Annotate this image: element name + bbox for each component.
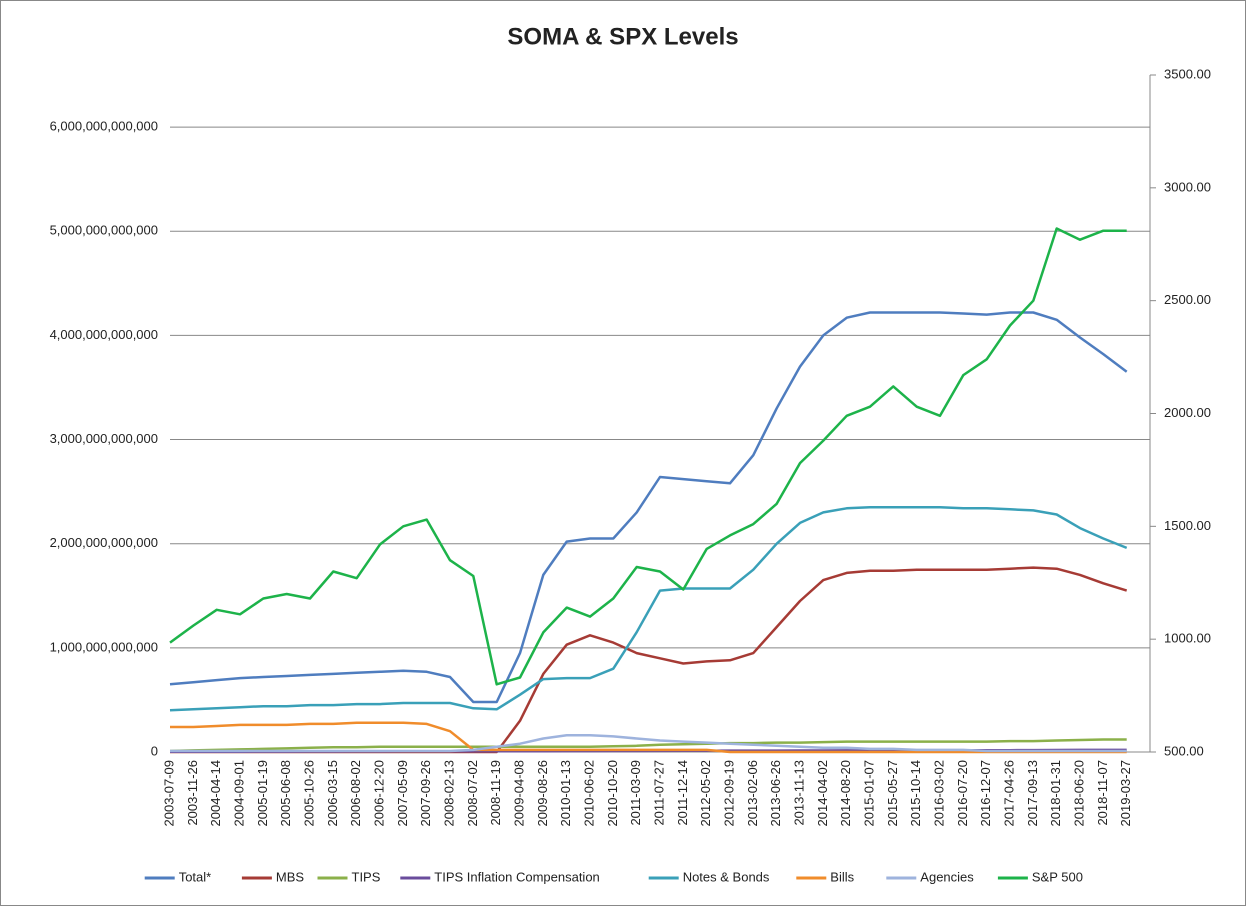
x-tick-label: 2017-09-13 — [1025, 760, 1040, 827]
x-tick-label: 2018-01-31 — [1048, 760, 1063, 827]
x-tick-label: 2011-07-27 — [651, 760, 666, 826]
y-tick-label: 6,000,000,000,000 — [50, 119, 158, 134]
series-line — [169, 227, 1127, 686]
x-tick-label: 2007-09-26 — [418, 760, 433, 827]
legend-label: Agencies — [920, 869, 974, 884]
x-tick-label: 2019-03-27 — [1118, 760, 1133, 827]
y-tick-label: 5,000,000,000,000 — [50, 223, 158, 238]
x-tick-label: 2017-04-26 — [1001, 760, 1016, 827]
x-tick-label: 2013-06-26 — [768, 760, 783, 827]
y2-tick-label: 2000.00 — [1164, 405, 1211, 420]
series-line — [169, 738, 1127, 753]
legend-label: Bills — [830, 869, 854, 884]
x-tick-label: 2006-03-15 — [325, 760, 340, 827]
series-line — [170, 734, 1127, 753]
x-tick-label: 2008-11-19 — [488, 760, 503, 826]
y-tick-label: 4,000,000,000,000 — [50, 327, 158, 342]
x-tick-label: 2007-05-09 — [395, 760, 410, 827]
x-tick-label: 2006-12-20 — [371, 760, 386, 827]
x-tick-label: 2015-10-14 — [908, 760, 923, 827]
y2-tick-label: 1500.00 — [1164, 518, 1211, 533]
x-tick-label: 2012-05-02 — [698, 760, 713, 827]
x-tick-label: 2004-09-01 — [231, 760, 246, 827]
x-tick-label: 2011-12-14 — [675, 760, 690, 826]
chart-title: SOMA & SPX Levels — [507, 23, 738, 50]
x-tick-label: 2016-07-20 — [955, 760, 970, 827]
x-tick-label: 2003-07-09 — [161, 760, 176, 827]
x-tick-label: 2005-06-08 — [278, 760, 293, 827]
x-tick-label: 2008-02-13 — [441, 760, 456, 827]
x-tick-label: 2014-08-20 — [838, 760, 853, 827]
x-tick-label: 2009-04-08 — [511, 760, 526, 827]
x-tick-label: 2010-10-20 — [605, 760, 620, 827]
x-tick-label: 2018-11-07 — [1095, 760, 1110, 826]
legend-label: Total* — [179, 869, 212, 884]
legend-label: TIPS — [352, 869, 381, 884]
x-tick-label: 2005-10-26 — [301, 760, 316, 827]
legend-label: MBS — [276, 869, 305, 884]
legend-label: S&P 500 — [1032, 869, 1083, 884]
x-tick-label: 2005-01-19 — [255, 760, 270, 827]
series-line — [170, 721, 1127, 754]
x-tick-label: 2016-12-07 — [978, 760, 993, 827]
x-tick-label: 2009-08-26 — [535, 760, 550, 827]
x-tick-label: 2008-07-02 — [465, 760, 480, 827]
y-tick-label: 2,000,000,000,000 — [50, 535, 158, 550]
x-tick-label: 2015-01-07 — [861, 760, 876, 827]
x-tick-label: 2004-04-14 — [208, 760, 223, 827]
x-tick-label: 2014-04-02 — [815, 760, 830, 827]
legend-label: TIPS Inflation Compensation — [434, 869, 599, 884]
x-tick-label: 2012-09-19 — [721, 760, 736, 827]
y-tick-label: 3,000,000,000,000 — [50, 431, 158, 446]
x-tick-label: 2003-11-26 — [185, 760, 200, 826]
x-tick-label: 2013-02-06 — [745, 760, 760, 827]
x-tick-label: 2016-03-02 — [931, 760, 946, 827]
series-line — [169, 311, 1128, 704]
x-tick-label: 2013-11-13 — [791, 760, 806, 826]
series-line — [169, 505, 1128, 712]
y2-tick-label: 3500.00 — [1164, 66, 1211, 81]
y2-tick-label: 3000.00 — [1164, 179, 1211, 194]
x-tick-label: 2006-08-02 — [348, 760, 363, 827]
x-tick-label: 2010-06-02 — [581, 760, 596, 827]
x-tick-label: 2011-03-09 — [628, 760, 643, 826]
legend-label: Notes & Bonds — [683, 869, 770, 884]
y-tick-label: 1,000,000,000,000 — [50, 639, 158, 654]
y2-tick-label: 500.00 — [1164, 743, 1204, 758]
y2-tick-label: 2500.00 — [1164, 292, 1211, 307]
y2-tick-label: 1000.00 — [1164, 631, 1211, 646]
y-tick-label: 0 — [151, 743, 158, 758]
x-tick-label: 2010-01-13 — [558, 760, 573, 827]
x-tick-label: 2018-06-20 — [1071, 760, 1086, 827]
x-tick-label: 2015-05-27 — [885, 760, 900, 827]
